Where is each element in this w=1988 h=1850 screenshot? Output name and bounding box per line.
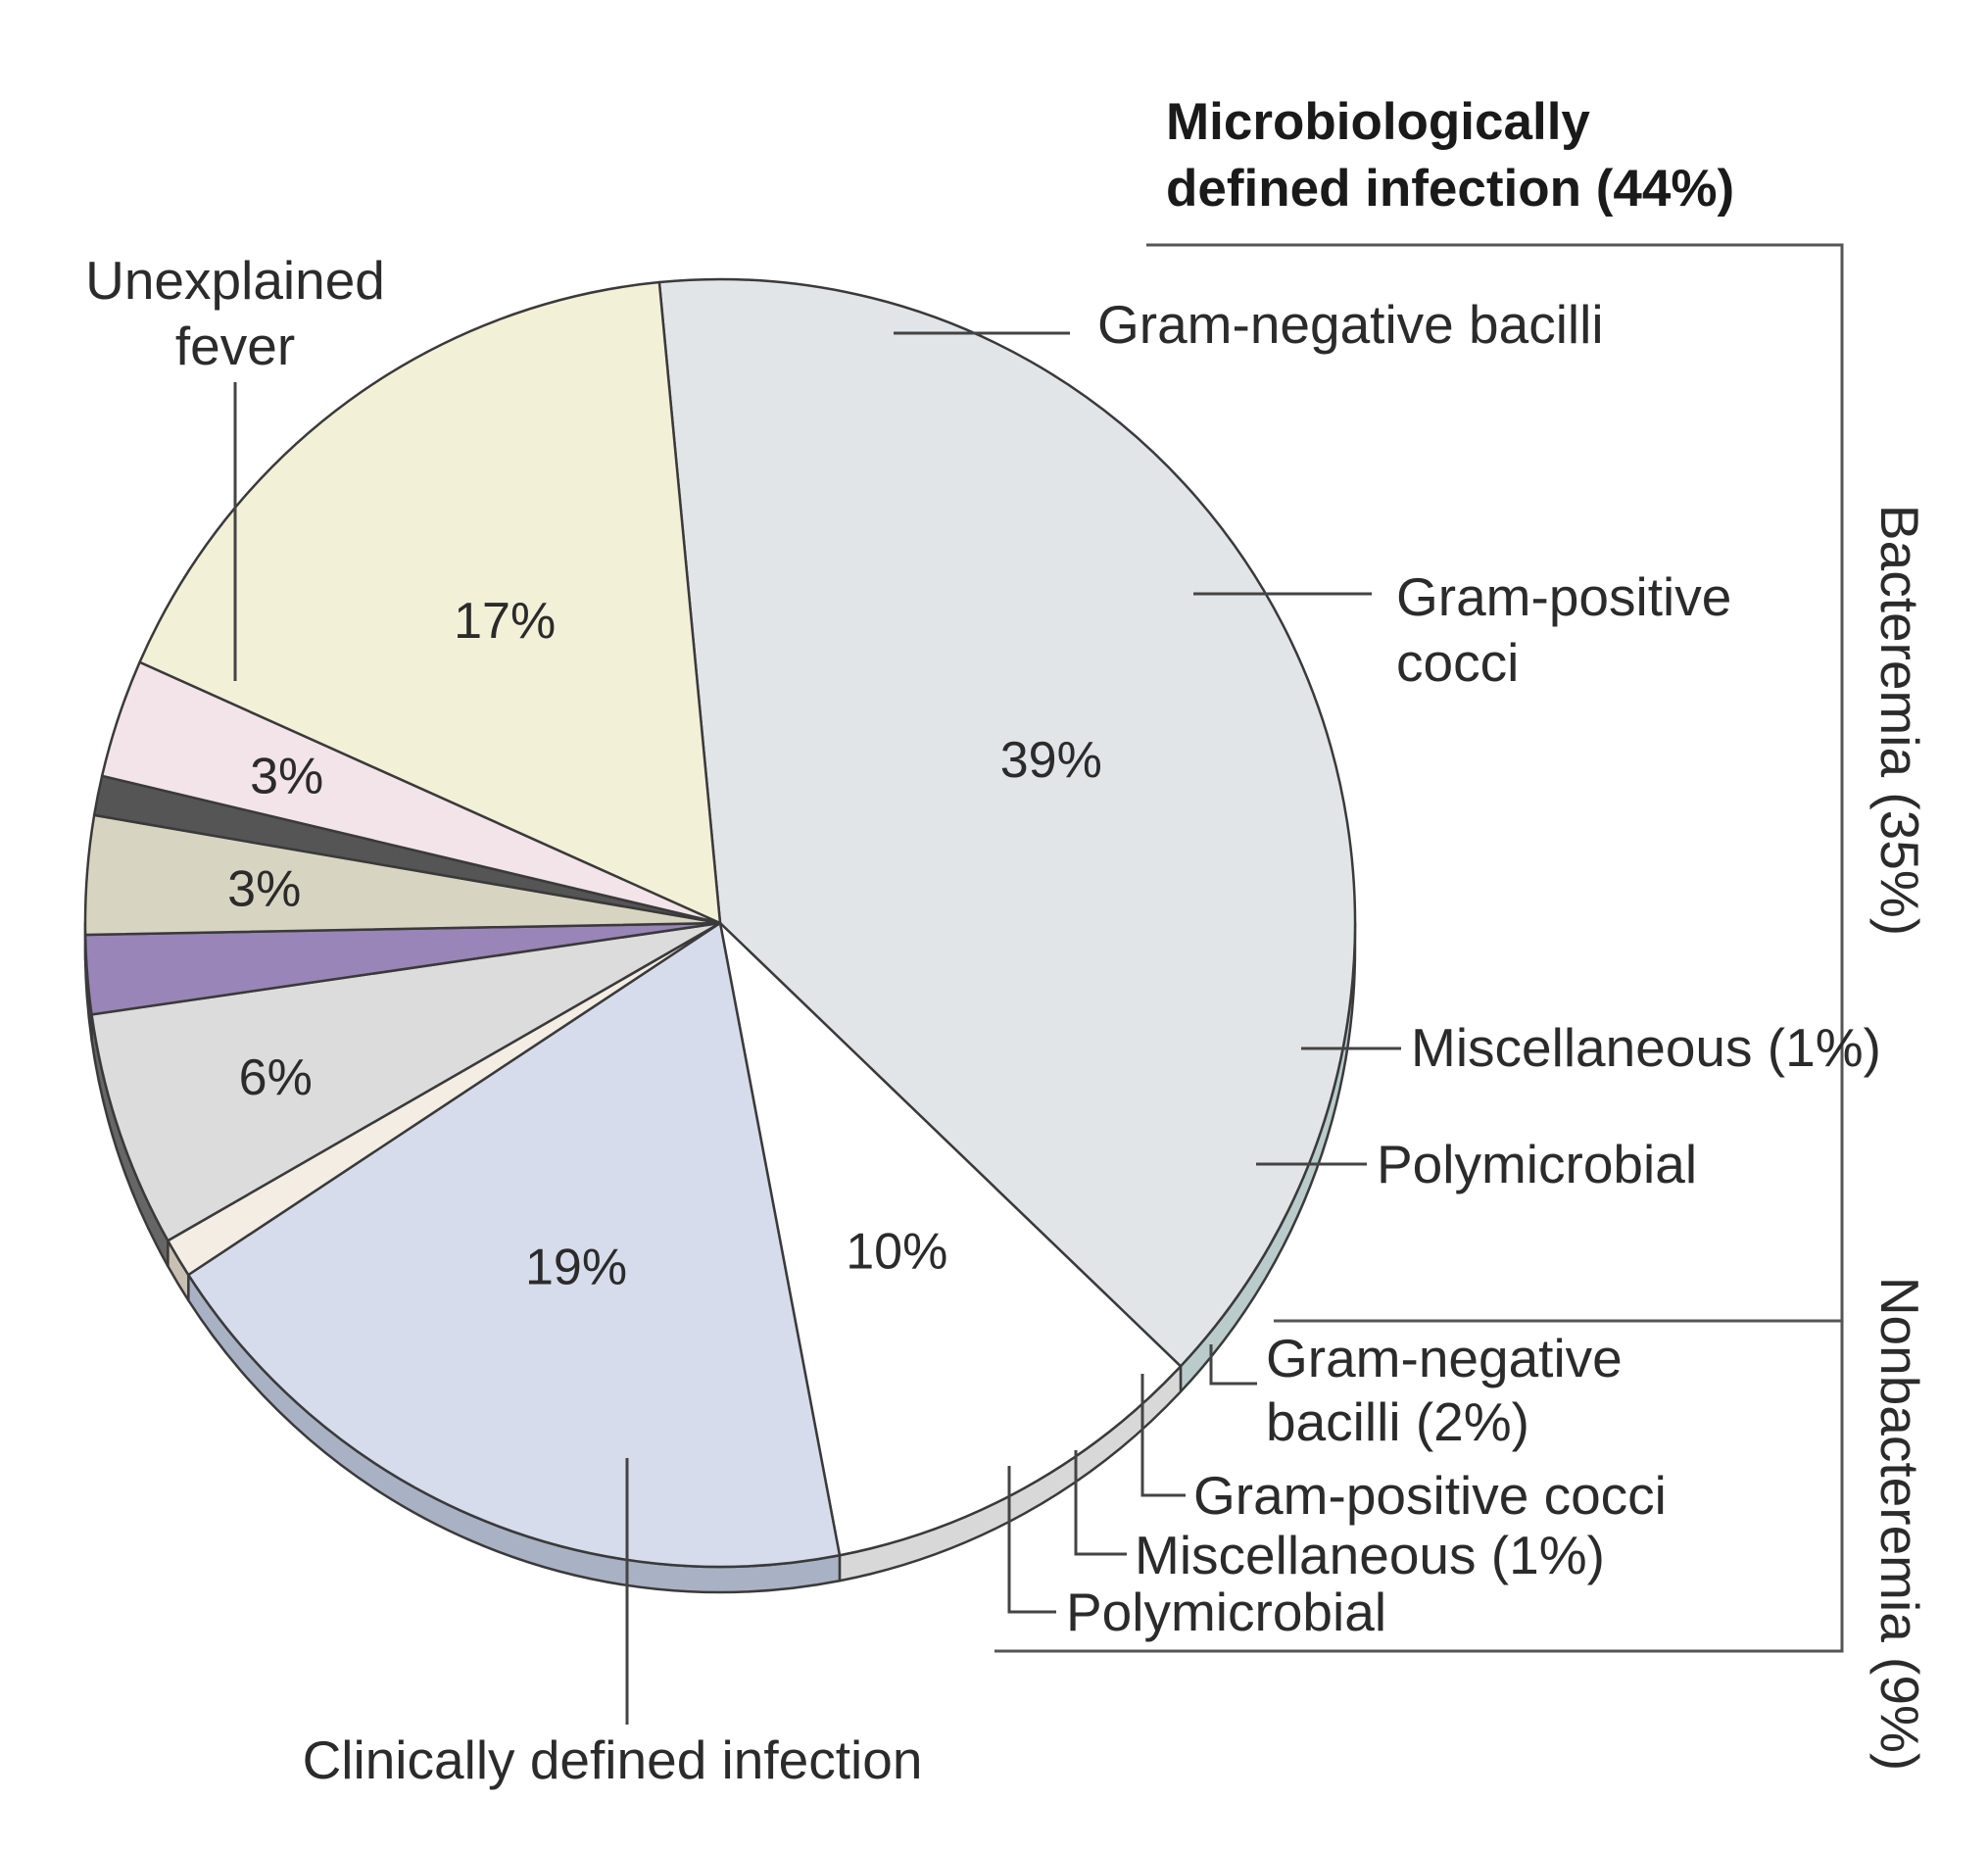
value-label-gram-positive-cocci-6: 3% bbox=[227, 861, 301, 918]
label-unexplained-line2: fever bbox=[175, 316, 295, 376]
slice-clinically-defined-infection-9 bbox=[138, 280, 722, 925]
label-poly-bacteremia: Polymicrobial bbox=[1377, 1134, 1697, 1194]
slice-gram-positive-cocci-2 bbox=[187, 921, 842, 1569]
label-gpc-nonbacteremia: Gram-positive cocci bbox=[1193, 1465, 1667, 1526]
value-label-polymicrobial-4: 6% bbox=[239, 1049, 313, 1106]
label-gnb-bacteremia: Gram-negative bacilli bbox=[1097, 294, 1604, 355]
slice-value-labels: 39% 10% 19% 6% 3% 3% 17% bbox=[227, 593, 1102, 1296]
label-bacteremia: Bacteremia (35%) bbox=[1869, 505, 1930, 936]
leader-gpc-nonbacteremia bbox=[1140, 1374, 1186, 1497]
label-misc-bacteremia: Miscellaneous (1%) bbox=[1411, 1017, 1881, 1078]
value-label-gram-negative-bacilli-1: 10% bbox=[846, 1223, 947, 1280]
label-gpc-bacteremia-line2: cocci bbox=[1396, 632, 1519, 693]
group-brackets bbox=[994, 243, 1844, 1653]
leader-gnb-nonbacteremia bbox=[1209, 1344, 1257, 1386]
leader-misc-nonbacteremia bbox=[1074, 1450, 1127, 1556]
value-label-polymicrobial-8: 3% bbox=[250, 748, 323, 804]
bracket-microbiological bbox=[994, 243, 1844, 1653]
label-gnb-nonbacteremia-line2: bacilli (2%) bbox=[1266, 1391, 1529, 1452]
label-gnb-nonbacteremia-line1: Gram-negative bbox=[1266, 1328, 1623, 1388]
category-labels: Unexplained fever Gram-negative bacilli … bbox=[85, 93, 1930, 1790]
slice-unexplained-fever-0 bbox=[657, 277, 1357, 1368]
header-microbiological-line1: Microbiologically bbox=[1166, 93, 1590, 151]
label-poly-nonbacteremia: Polymicrobial bbox=[1066, 1582, 1386, 1642]
label-nonbacteremia: Nonbacteremia (9%) bbox=[1869, 1277, 1930, 1771]
label-gpc-bacteremia-line1: Gram-positive bbox=[1396, 566, 1731, 627]
label-misc-nonbacteremia: Miscellaneous (1%) bbox=[1135, 1525, 1605, 1585]
label-unexplained-line1: Unexplained bbox=[85, 250, 385, 311]
slice-polymicrobial-4 bbox=[90, 921, 722, 1242]
leader-poly-nonbacteremia bbox=[1007, 1466, 1056, 1614]
value-label-unexplained-fever-0: 39% bbox=[1000, 732, 1102, 789]
slice-gram-negative-bacilli-1 bbox=[718, 921, 1183, 1557]
value-label-gram-positive-cocci-2: 19% bbox=[525, 1240, 627, 1296]
value-label-clinically-defined-infection-9: 17% bbox=[454, 593, 556, 650]
header-microbiological-line2: defined infection (44%) bbox=[1166, 160, 1734, 218]
label-clinical: Clinically defined infection bbox=[303, 1729, 923, 1790]
pie-slices bbox=[83, 277, 1357, 1569]
leader-lines bbox=[233, 331, 1401, 1725]
